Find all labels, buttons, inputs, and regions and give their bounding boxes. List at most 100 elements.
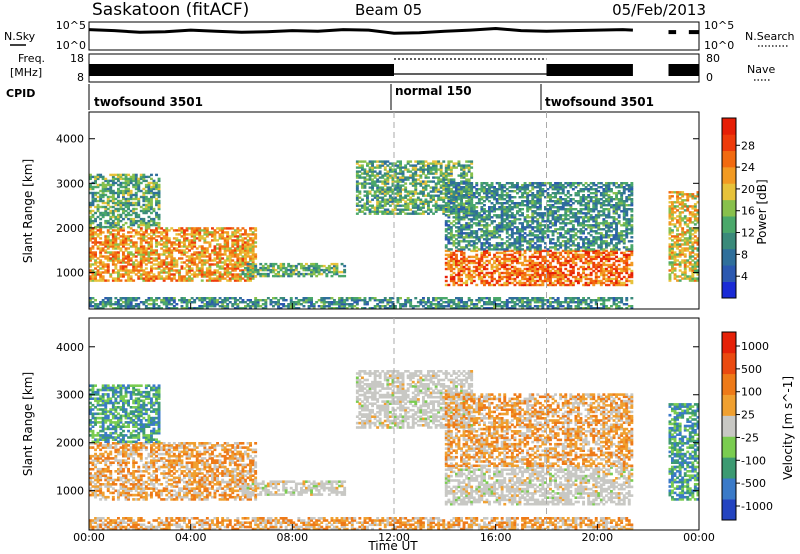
data-cell [216,269,219,272]
data-cell [579,249,583,253]
data-cell [213,257,217,260]
data-cell [444,214,448,217]
data-cell [414,206,418,209]
data-cell [460,273,463,277]
data-cell [134,269,138,272]
data-cell [449,279,453,283]
data-cell [462,164,466,167]
nsky-label: N.Sky [4,30,36,43]
data-cell [99,173,103,177]
data-cell [475,188,479,191]
data-cell [218,271,222,274]
data-cell [589,186,593,189]
data-cell [236,229,240,232]
data-cell [373,210,377,213]
data-cell [599,257,603,261]
data-cell [449,222,453,225]
data-cell [457,283,461,287]
data-cell [498,259,502,263]
data-cell [551,251,555,255]
data-cell [124,247,128,250]
data-cell [183,279,186,282]
data-cell [165,231,169,234]
data-cell [455,273,458,277]
data-cell [444,206,448,209]
data-cell [488,210,491,213]
data-cell [388,188,392,191]
data-cell [144,247,148,250]
data-cell [213,273,217,276]
data-cell [620,259,624,263]
data-cell [223,263,227,266]
data-cell [528,277,532,281]
data-cell [615,244,618,247]
data-cell [137,177,141,181]
data-cell [152,223,156,227]
data-cell [119,273,123,276]
data-cell [132,173,136,177]
data-cell [528,190,532,193]
data-cell [104,241,108,244]
data-cell [129,263,133,266]
data-cell [483,255,486,259]
data-cell [549,277,552,281]
data-cell [444,202,448,205]
data-cell [483,267,486,271]
data-cell [241,277,245,280]
data-cell [564,208,568,211]
data-cell [231,269,235,272]
data-cell [96,183,100,187]
data-cell [373,174,377,177]
data-cell [455,253,458,257]
data-cell [452,224,456,227]
data-cell [165,263,169,266]
data-cell [465,240,469,243]
data-cell [96,233,100,236]
data-cell [462,166,466,169]
data-cell [89,227,92,230]
data-cell [134,203,138,207]
data-cell [528,230,532,233]
data-cell [134,263,138,266]
data-cell [358,170,362,173]
data-cell [96,207,100,211]
data-cell [190,255,194,258]
data-cell [89,201,92,205]
data-cell [559,226,563,229]
data-cell [127,203,130,207]
data-cell [178,273,181,276]
data-cell [89,247,92,250]
data-cell [455,263,458,267]
data-cell [381,206,385,209]
data-cell [89,253,92,256]
data-cell [460,202,463,205]
data-cell [236,239,240,242]
data-cell [508,234,512,237]
data-cell [198,255,202,258]
data-cell [602,267,606,271]
data-cell [249,243,252,246]
data-cell [129,279,133,282]
data-cell [457,271,461,275]
data-cell [447,174,451,177]
data-cell [383,210,387,213]
data-cell [150,247,153,250]
data-cell [508,194,512,197]
data-cell [620,230,624,233]
data-cell [198,261,202,264]
data-cell [122,203,125,207]
data-cell [160,259,164,262]
data-cell [605,208,608,211]
data-cell [155,257,158,260]
data-cell [510,261,514,265]
data-cell [114,173,118,177]
data-cell [394,180,397,183]
data-cell [414,210,418,213]
data-cell [465,174,469,177]
data-cell [117,207,120,211]
data-cell [518,249,522,253]
data-cell [378,176,382,179]
data-cell [129,275,133,278]
data-cell [111,241,115,244]
data-cell [376,194,380,197]
